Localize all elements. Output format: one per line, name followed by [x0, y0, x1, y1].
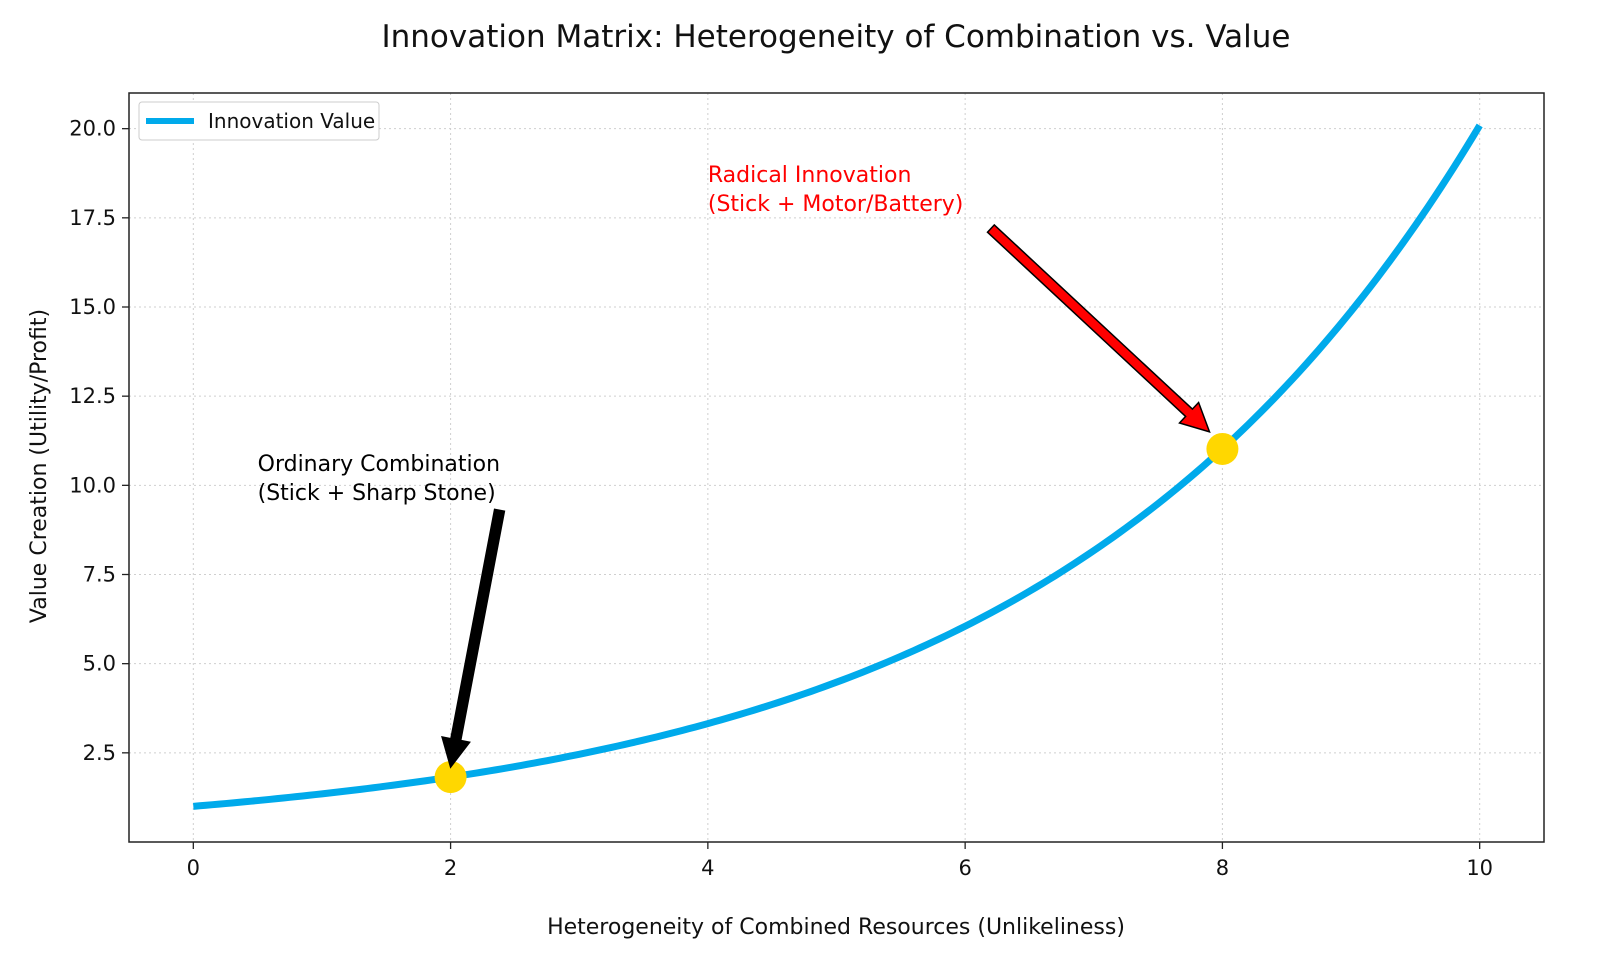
y-axis-label: Value Creation (Utility/Profit): [27, 309, 52, 623]
annotation-text: (Stick + Motor/Battery): [708, 192, 964, 217]
y-axis-ticks: 2.5 5.0 7.5 10.0 12.5 15.0 17.5 20.0: [69, 117, 129, 765]
y-tick-label: 15.0: [69, 295, 116, 319]
highlight-point: [1206, 432, 1239, 465]
x-tick-label: 10: [1466, 856, 1493, 880]
y-tick-label: 5.0: [83, 652, 116, 676]
axes-frame: [128, 92, 1545, 843]
x-tick-label: 2: [444, 856, 457, 880]
series-line: [193, 123, 1483, 810]
highlight-points: [434, 432, 1239, 794]
x-tick-label: 0: [187, 856, 200, 880]
plot-area: [193, 123, 1483, 810]
legend: Innovation Value: [138, 101, 380, 141]
y-tick-label: 12.5: [69, 384, 116, 408]
x-axis-ticks: 0 2 4 6 8 10: [187, 842, 1493, 880]
highlight-point: [434, 761, 467, 794]
y-tick-label: 17.5: [69, 206, 116, 230]
y-tick-label: 2.5: [83, 741, 116, 765]
annotations: Ordinary Combination (Stick + Sharp Stone…: [258, 163, 1211, 769]
y-tick-label: 20.0: [69, 117, 116, 141]
annotation-text: (Stick + Sharp Stone): [258, 481, 496, 506]
legend-label: Innovation Value: [208, 109, 375, 133]
x-tick-label: 6: [958, 856, 971, 880]
legend-box: [138, 101, 380, 141]
x-tick-label: 8: [1216, 856, 1229, 880]
x-axis-label: Heterogeneity of Combined Resources (Unl…: [547, 915, 1125, 940]
y-tick-label: 7.5: [83, 563, 116, 587]
annotation-text: Ordinary Combination: [258, 452, 500, 477]
y-tick-label: 10.0: [69, 473, 116, 497]
annotation-text: Radical Innovation: [708, 163, 912, 188]
annotation-arrow: [986, 223, 1211, 433]
x-tick-label: 4: [701, 856, 714, 880]
annotation-arrow: [441, 508, 506, 769]
chart-title: Innovation Matrix: Heterogeneity of Comb…: [381, 19, 1290, 55]
